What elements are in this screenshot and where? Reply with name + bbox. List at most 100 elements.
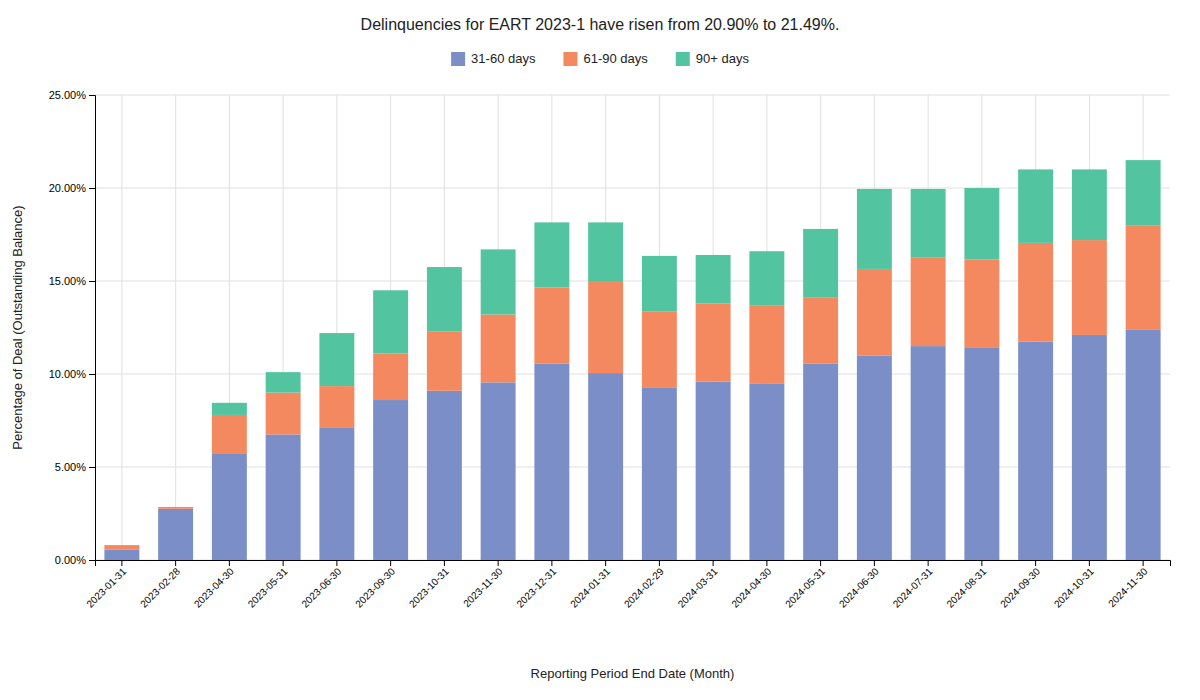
bar [749,383,784,560]
x-tick-label: 2024-05-31 [783,565,827,609]
x-tick-label: 2024-11-30 [1106,565,1150,609]
x-tick: 2024-07-31 [891,560,935,610]
y-tick-mark [89,188,95,189]
y-axis-line [89,96,96,561]
x-tick-label: 2024-01-31 [568,565,612,609]
x-tick: 2024-11-30 [1106,560,1150,609]
bar [911,189,946,258]
x-grid-line [121,95,122,560]
x-tick-mark [713,560,714,566]
x-tick: 2023-01-31 [84,560,128,610]
x-tick-mark [229,560,230,566]
bar [158,509,193,560]
series-bars [104,329,1160,560]
bar [104,550,139,560]
bar [1018,243,1053,342]
bar [212,454,247,560]
bar [749,251,784,305]
x-tick-label: 2024-02-29 [622,565,666,609]
x-tick-mark [390,560,391,566]
bar [427,391,462,560]
bar [911,258,946,346]
legend-item: 90+ days [676,51,750,66]
x-tick-label: 2024-03-31 [676,565,720,609]
bar [803,298,838,364]
x-tick-mark [659,560,660,566]
bars [104,160,1160,560]
bar [588,222,623,281]
x-tick-mark [928,560,929,566]
y-tick-label: 15.00% [49,275,87,287]
bar [857,355,892,560]
bar [158,506,193,507]
bar [803,364,838,560]
x-tick-label: 2023-06-30 [299,565,343,609]
x-tick-mark [283,560,284,566]
y-grid-line [95,95,1170,96]
x-tick-mark [820,560,821,566]
bar [642,256,677,312]
bar [266,393,301,435]
title: Delinquencies for EART 2023-1 have risen… [361,16,840,33]
x-axis-title: Reporting Period End Date (Month) [531,666,735,681]
bar [481,382,516,560]
bar [319,428,354,560]
legend-label: 90+ days [696,51,750,66]
bar [427,267,462,331]
x-tick-mark [1143,560,1144,566]
bar [1126,329,1161,560]
y-tick-label: 0.00% [55,554,86,566]
y-tick-label: 5.00% [55,461,86,473]
bar [588,373,623,560]
x-tick-label: 2024-04-30 [729,565,773,609]
x-tick-label: 2023-12-31 [514,565,558,609]
bar [1018,341,1053,560]
y-grid-line [95,188,1170,189]
bar [803,229,838,298]
bar [319,333,354,386]
x-tick: 2023-06-30 [299,560,343,610]
x-tick-mark [498,560,499,566]
y-tick: 25.00% [49,89,95,101]
x-tick-mark [121,560,122,566]
bar [1072,169,1107,240]
x-tick: 2024-10-31 [1052,560,1096,610]
y-grid-line [95,374,1170,375]
x-tick: 2023-10-31 [407,560,451,610]
y-tick: 20.00% [49,182,95,194]
x-tick-label: 2023-10-31 [407,565,451,609]
y-tick: 15.00% [49,275,95,287]
y-tick-mark [89,95,95,96]
series-bars [212,160,1161,415]
bar [373,400,408,560]
bar [212,403,247,415]
bar [481,249,516,314]
bar [1072,240,1107,335]
x-tick-label: 2024-07-31 [891,565,935,609]
bar [857,189,892,269]
bar [104,545,139,550]
x-tick-mark [1089,560,1090,566]
bar [588,281,623,373]
bar [266,434,301,560]
x-tick-mark [551,560,552,566]
bar [481,314,516,382]
x-tick-label: 2024-08-31 [944,565,988,609]
grid [95,95,1170,560]
x-tick-mark [336,560,337,566]
y-grid-line [95,467,1170,468]
bar [373,354,408,401]
y-tick-mark [89,467,95,468]
x-tick-label: 2023-09-30 [353,565,397,609]
x-axis: 2023-01-312023-02-282023-04-302023-05-31… [84,560,1170,610]
x-tick-mark [175,560,176,566]
x-tick-label: 2023-01-31 [84,565,128,609]
y-tick-mark [89,374,95,375]
y-tick-mark [89,281,95,282]
series-bars [104,225,1160,550]
x-tick-label: 2023-02-28 [138,565,182,609]
bar [534,222,569,287]
y-tick-label: 10.00% [49,368,87,380]
y-tick-label: 20.00% [49,182,87,194]
bar [1126,225,1161,329]
